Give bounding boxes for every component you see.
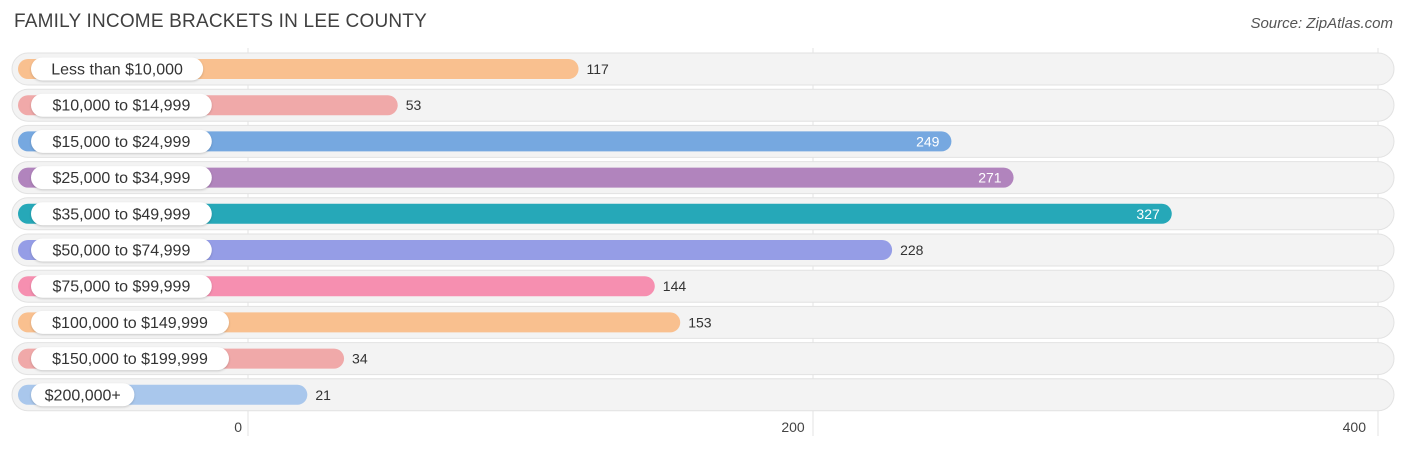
- category-label-pill: [31, 166, 212, 190]
- category-label-pill: [31, 310, 229, 334]
- category-label-pill: [31, 347, 229, 371]
- value-label: 249: [916, 133, 940, 149]
- bar-row: $25,000 to $34,999 271: [11, 161, 1395, 195]
- category-label-pill: [31, 129, 212, 153]
- category-label: $15,000 to $24,999: [52, 134, 190, 151]
- bar-row: $50,000 to $74,999 228: [11, 233, 1395, 267]
- category-label-pill: [31, 202, 212, 226]
- bar: [18, 203, 1172, 224]
- value-label: 153: [688, 314, 712, 330]
- bar-row: $15,000 to $24,999 249: [11, 124, 1395, 158]
- category-label-pill: [31, 93, 212, 117]
- category-label: $25,000 to $34,999: [52, 170, 190, 187]
- category-label: $10,000 to $14,999: [52, 98, 190, 115]
- bar-row: $75,000 to $99,999 144: [11, 269, 1395, 303]
- category-label-pill: [31, 238, 212, 262]
- bar-row: $10,000 to $14,999 53: [11, 88, 1395, 122]
- value-label: 144: [663, 278, 687, 294]
- value-label: 271: [978, 170, 1002, 186]
- category-label: $100,000 to $149,999: [52, 315, 208, 332]
- bar-row: $200,000+ 21: [11, 378, 1395, 412]
- category-label-pill: [31, 383, 135, 407]
- bar: [18, 240, 893, 260]
- chart-source: Source: ZipAtlas.com: [1250, 15, 1393, 32]
- bar-track: [11, 342, 1395, 376]
- category-label: $50,000 to $74,999: [52, 243, 190, 260]
- category-label: $150,000 to $199,999: [52, 351, 208, 368]
- bar: [18, 167, 1014, 188]
- value-label: 117: [587, 61, 610, 77]
- category-label-pill: [31, 274, 212, 298]
- category-label: $75,000 to $99,999: [52, 279, 190, 296]
- bar-row: $150,000 to $199,999 34: [11, 342, 1395, 376]
- value-label: 34: [352, 351, 368, 367]
- bar-row: $100,000 to $149,999 153: [11, 305, 1395, 339]
- x-tick-label: 400: [1343, 419, 1367, 435]
- category-label: Less than $10,000: [51, 62, 183, 79]
- value-label: 53: [406, 97, 422, 113]
- value-label: 228: [900, 242, 924, 258]
- category-label-pill: [31, 57, 204, 81]
- bar-row: Less than $10,000 117: [11, 52, 1395, 86]
- chart-title: FAMILY INCOME BRACKETS IN LEE COUNTY: [14, 11, 427, 32]
- bar-track: [11, 378, 1395, 412]
- bar-row: $35,000 to $49,999 327: [11, 197, 1395, 231]
- category-label: $35,000 to $49,999: [52, 206, 190, 223]
- value-label: 21: [315, 387, 331, 403]
- category-label: $200,000+: [45, 387, 121, 404]
- x-tick-label: 0: [234, 419, 242, 435]
- x-tick-label: 200: [781, 419, 805, 435]
- bar: [18, 131, 952, 152]
- value-label: 327: [1136, 206, 1160, 222]
